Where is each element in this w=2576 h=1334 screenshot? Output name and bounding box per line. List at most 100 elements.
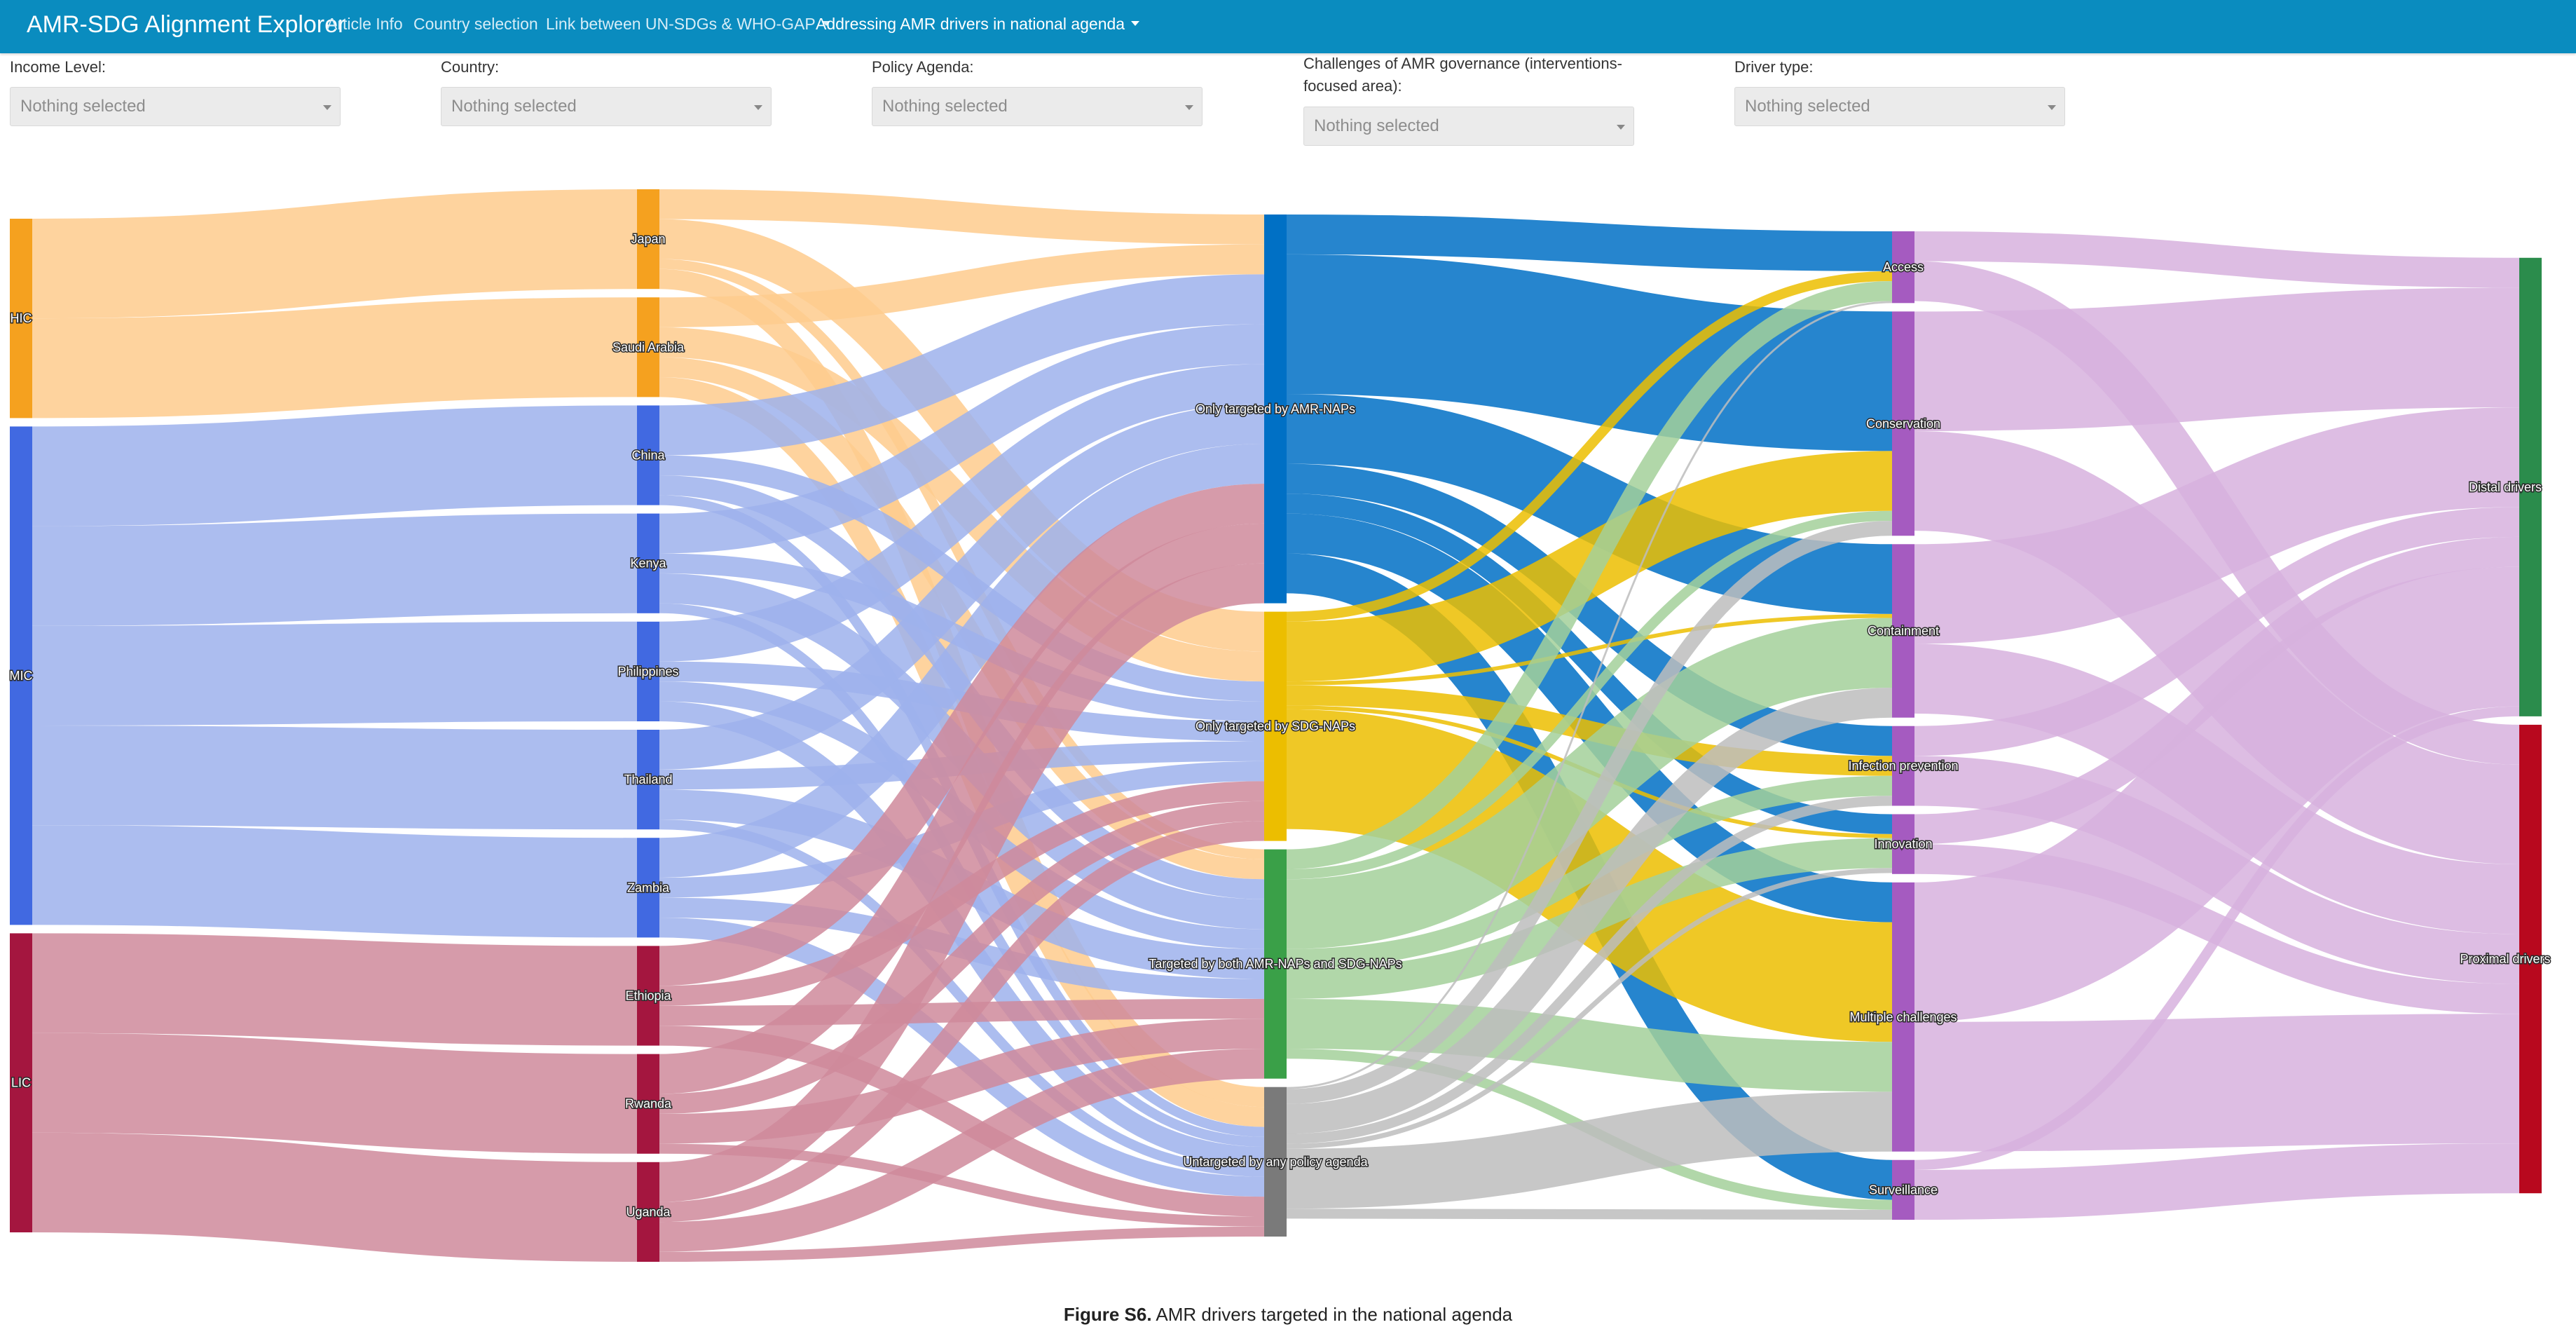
- sankey-node-philippines[interactable]: [637, 621, 659, 721]
- sankey-link-targeted-by-both-amr-naps-and-sdg-naps-to-multiple-challenges[interactable]: [1286, 998, 1893, 1092]
- sankey-link-mic-to-kenya[interactable]: [32, 513, 638, 626]
- sankey-link-zambia-to-only-targeted-by-amr-naps[interactable]: [659, 444, 1265, 878]
- sankey-node-thailand[interactable]: [637, 730, 659, 830]
- sankey-link-untargeted-by-any-policy-agenda-to-infection-prevention[interactable]: [1286, 796, 1893, 1144]
- nav-article-info[interactable]: Article Info: [327, 15, 403, 33]
- sankey-link-targeted-by-both-amr-naps-and-sdg-naps-to-containment[interactable]: [1286, 618, 1893, 949]
- sankey-node-only-targeted-by-amr-naps[interactable]: [1264, 215, 1287, 604]
- sankey-link-ethiopia-to-only-targeted-by-amr-naps[interactable]: [659, 483, 1265, 986]
- sankey-link-china-to-only-targeted-by-amr-naps[interactable]: [659, 274, 1265, 456]
- sankey-link-untargeted-by-any-policy-agenda-to-multiple-challenges[interactable]: [1286, 1091, 1893, 1209]
- sankey-link-only-targeted-by-sdg-naps-to-containment[interactable]: [1286, 613, 1893, 686]
- sankey-link-untargeted-by-any-policy-agenda-to-conservation[interactable]: [1286, 520, 1893, 1104]
- sankey-node-surveillance[interactable]: [1892, 1159, 1914, 1220]
- sankey-link-mic-to-philippines[interactable]: [32, 621, 638, 726]
- sankey-link-uganda-to-only-targeted-by-sdg-naps[interactable]: [659, 821, 1265, 1223]
- sankey-node-mic[interactable]: [10, 426, 32, 925]
- sankey-link-targeted-by-both-amr-naps-and-sdg-naps-to-infection-prevention[interactable]: [1286, 775, 1893, 969]
- sankey-label-china: China: [631, 449, 665, 463]
- sankey-link-multiple-challenges-to-distal-drivers[interactable]: [1913, 566, 2521, 1022]
- sankey-label-untargeted-by-any-policy-agenda: Untargeted by any policy agenda: [1183, 1155, 1368, 1169]
- sankey-link-only-targeted-by-amr-naps-to-multiple-challenges[interactable]: [1286, 513, 1893, 923]
- sankey-link-untargeted-by-any-policy-agenda-to-access[interactable]: [1286, 301, 1893, 1089]
- sankey-link-mic-to-china[interactable]: [32, 405, 638, 526]
- sankey-node-hic[interactable]: [10, 219, 32, 418]
- sankey-link-only-targeted-by-sdg-naps-to-infection-prevention[interactable]: [1286, 685, 1893, 776]
- nav-link-sdg-gap-dropdown[interactable]: Link between UN-SDGs & WHO-GAP: [546, 0, 830, 53]
- sankey-node-ethiopia[interactable]: [637, 946, 659, 1046]
- sankey-link-infection-prevention-to-distal-drivers[interactable]: [1914, 507, 2520, 756]
- sankey-label-ethiopia: Ethiopia: [625, 989, 671, 1003]
- sankey-link-only-targeted-by-amr-naps-to-conservation[interactable]: [1286, 254, 1893, 451]
- sankey-node-infection-prevention[interactable]: [1892, 726, 1914, 806]
- sankey-link-lic-to-uganda[interactable]: [32, 1132, 638, 1262]
- sankey-link-uganda-to-untargeted-by-any-policy-agenda[interactable]: [659, 1226, 1265, 1262]
- driver-type-select[interactable]: Nothing selected: [1734, 87, 2065, 126]
- income-level-select[interactable]: Nothing selected: [10, 87, 341, 126]
- sankey-link-rwanda-to-only-targeted-by-amr-naps[interactable]: [659, 523, 1265, 1094]
- sankey-node-multiple-challenges[interactable]: [1892, 882, 1914, 1152]
- sankey-link-japan-to-only-targeted-by-amr-naps[interactable]: [659, 189, 1265, 245]
- nav-amr-drivers-dropdown[interactable]: Addressing AMR drivers in national agend…: [816, 0, 1140, 53]
- sankey-node-rwanda[interactable]: [637, 1054, 659, 1154]
- sankey-link-uganda-to-only-targeted-by-amr-naps[interactable]: [659, 563, 1265, 1202]
- sankey-node-proximal-drivers[interactable]: [2519, 724, 2542, 1194]
- sankey-link-only-targeted-by-amr-naps-to-containment[interactable]: [1286, 393, 1893, 614]
- sankey-link-mic-to-zambia[interactable]: [32, 825, 638, 938]
- sankey-link-untargeted-by-any-policy-agenda-to-innovation[interactable]: [1286, 868, 1893, 1149]
- sankey-node-lic[interactable]: [10, 933, 32, 1232]
- sankey-label-multiple-challenges: Multiple challenges: [1849, 1010, 1957, 1024]
- sankey-link-containment-to-distal-drivers[interactable]: [1914, 407, 2520, 644]
- sankey-link-only-targeted-by-amr-naps-to-access[interactable]: [1286, 215, 1893, 271]
- sankey-link-innovation-to-distal-drivers[interactable]: [1914, 536, 2520, 845]
- sankey-link-conservation-to-distal-drivers[interactable]: [1914, 287, 2520, 431]
- sankey-node-saudi-arabia[interactable]: [637, 297, 659, 397]
- sankey-link-multiple-challenges-to-proximal-drivers[interactable]: [1914, 1014, 2520, 1152]
- sankey-link-lic-to-rwanda[interactable]: [32, 1033, 638, 1154]
- filter-label-income: Income Level:: [10, 58, 106, 76]
- sankey-link-targeted-by-both-amr-naps-and-sdg-naps-to-access[interactable]: [1286, 281, 1893, 870]
- sankey-node-distal-drivers[interactable]: [2519, 257, 2542, 716]
- sankey-node-innovation[interactable]: [1892, 814, 1914, 874]
- sankey-link-access-to-distal-drivers[interactable]: [1914, 231, 2520, 288]
- sankey-node-uganda[interactable]: [637, 1162, 659, 1262]
- sankey-link-surveillance-to-proximal-drivers[interactable]: [1914, 1143, 2520, 1220]
- brand-title[interactable]: AMR-SDG Alignment Explorer: [27, 11, 346, 38]
- sankey-link-kenya-to-only-targeted-by-amr-naps[interactable]: [659, 324, 1265, 554]
- sankey-node-zambia[interactable]: [637, 838, 659, 938]
- sankey-node-containment[interactable]: [1892, 544, 1914, 718]
- sankey-node-conservation[interactable]: [1892, 311, 1914, 536]
- sankey-node-untargeted-by-any-policy-agenda[interactable]: [1264, 1087, 1287, 1237]
- sankey-link-lic-to-ethiopia[interactable]: [32, 933, 638, 1046]
- sankey-link-untargeted-by-any-policy-agenda-to-surveillance[interactable]: [1286, 1209, 1893, 1220]
- sankey-label-rwanda: Rwanda: [625, 1097, 672, 1111]
- sankey-node-access[interactable]: [1892, 231, 1914, 304]
- sankey-label-distal-drivers: Distal drivers: [2469, 480, 2542, 494]
- sankey-link-mic-to-thailand[interactable]: [32, 726, 638, 830]
- nav-country-selection[interactable]: Country selection: [413, 15, 538, 33]
- sankey-link-surveillance-to-distal-drivers[interactable]: [1914, 706, 2520, 1170]
- sankey-node-kenya[interactable]: [637, 513, 659, 613]
- sankey-label-only-targeted-by-amr-naps: Only targeted by AMR-NAPs: [1195, 402, 1355, 416]
- sankey-link-rwanda-to-targeted-by-both-amr-naps-and-sdg-naps[interactable]: [659, 1019, 1265, 1144]
- sankey-link-thailand-to-only-targeted-by-amr-naps[interactable]: [659, 404, 1265, 770]
- sankey-label-conservation: Conservation: [1866, 416, 1940, 430]
- sankey-label-only-targeted-by-sdg-naps: Only targeted by SDG-NAPs: [1195, 719, 1355, 733]
- nav-amr-drivers-label: Addressing AMR drivers in national agend…: [816, 15, 1125, 33]
- sankey-node-china[interactable]: [637, 405, 659, 505]
- sankey-link-only-targeted-by-sdg-naps-to-access[interactable]: [1286, 271, 1893, 622]
- sankey-node-only-targeted-by-sdg-naps[interactable]: [1264, 611, 1287, 841]
- country-select[interactable]: Nothing selected: [441, 87, 772, 126]
- challenges-select[interactable]: Nothing selected: [1303, 107, 1634, 146]
- sankey-link-untargeted-by-any-policy-agenda-to-containment[interactable]: [1286, 688, 1893, 1134]
- sankey-node-targeted-by-both-amr-naps-and-sdg-naps[interactable]: [1264, 849, 1287, 1079]
- sankey-link-philippines-to-only-targeted-by-amr-naps[interactable]: [659, 364, 1265, 662]
- sankey-link-hic-to-saudi-arabia[interactable]: [32, 297, 638, 418]
- sankey-link-hic-to-japan[interactable]: [32, 189, 638, 319]
- sankey-link-saudi-arabia-to-only-targeted-by-amr-naps[interactable]: [659, 244, 1265, 327]
- sankey-node-japan[interactable]: [637, 189, 659, 290]
- sankey-label-uganda: Uganda: [626, 1205, 671, 1219]
- policy-agenda-select[interactable]: Nothing selected: [872, 87, 1203, 126]
- sankey-link-uganda-to-targeted-by-both-amr-naps-and-sdg-naps[interactable]: [659, 1049, 1265, 1252]
- sankey-link-rwanda-to-only-targeted-by-sdg-naps[interactable]: [659, 801, 1265, 1114]
